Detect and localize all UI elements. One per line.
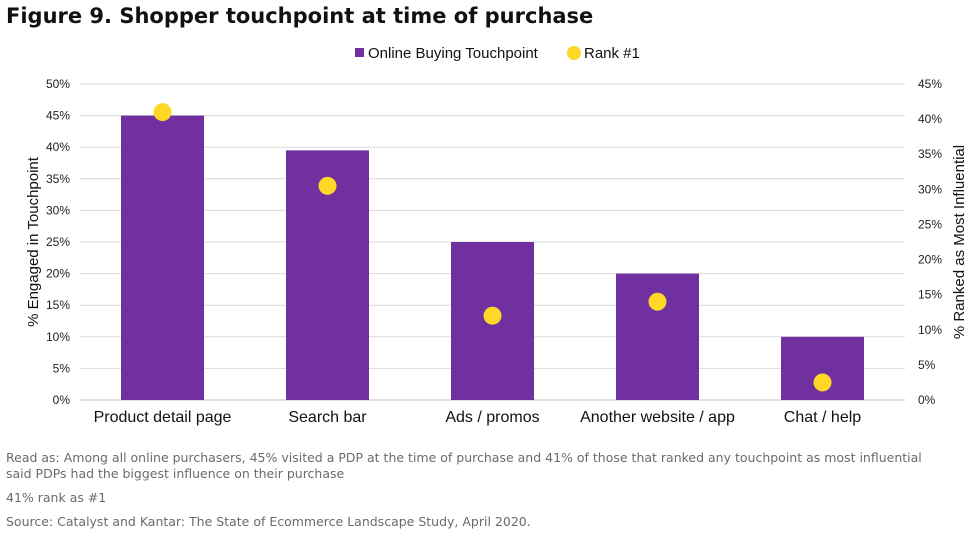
category-label: Search bar [288,409,367,426]
left-tick-label: 50% [46,77,70,91]
left-tick-label: 35% [46,172,70,186]
category-label: Chat / help [784,409,861,426]
right-tick-label: 40% [918,112,942,126]
right-tick-label: 25% [918,217,942,231]
rank-point [153,103,172,122]
source-note: Source: Catalyst and Kantar: The State o… [6,514,531,529]
left-axis-ticks: 0% 5% 10% 15% 20% 25% 30% 35% 40% 45% 50% [46,77,70,407]
category-labels: Product detail page Search bar Ads / promo… [94,409,862,426]
left-tick-label: 20% [46,267,70,281]
chart-notes: Read as: Among all online purchasers, 45… [6,450,946,538]
legend-label-rank: Rank #1 [584,45,640,62]
right-tick-label: 15% [918,288,942,302]
category-label: Ads / promos [445,409,539,426]
left-tick-label: 45% [46,109,70,123]
right-tick-label: 20% [918,253,942,267]
rank-point [483,306,502,325]
left-axis-title: % Engaged in Touchpoint [25,156,42,327]
right-axis-title: % Ranked as Most Influential [951,145,968,339]
rank-point [813,373,832,392]
rank-point [648,292,667,311]
left-tick-label: 15% [46,298,70,312]
right-tick-label: 45% [918,77,942,91]
bar [121,115,204,400]
category-label: Product detail page [94,409,232,426]
right-tick-label: 35% [918,147,942,161]
page-title: Figure 9. Shopper touchpoint at time of … [6,4,594,28]
right-axis-ticks: 0% 5% 10% 15% 20% 25% 30% 35% 40% 45% [918,77,942,407]
left-tick-label: 25% [46,235,70,249]
right-tick-label: 30% [918,182,942,196]
left-tick-label: 5% [53,361,71,375]
category-label: Another website / app [580,409,735,426]
left-tick-label: 40% [46,140,70,154]
read-as-note: Read as: Among all online purchasers, 45… [6,450,922,481]
left-tick-label: 10% [46,330,70,344]
legend-swatch-bars [355,48,364,57]
legend-swatch-rank [567,46,581,60]
left-tick-label: 0% [53,393,71,407]
left-tick-label: 30% [46,203,70,217]
right-tick-label: 0% [918,393,936,407]
rank-series [153,103,832,392]
rank-note: 41% rank as #1 [6,490,107,505]
right-tick-label: 5% [918,358,936,372]
bar-series [121,115,864,400]
right-tick-label: 10% [918,323,942,337]
rank-point [318,176,337,195]
bar-chart: 0% 5% 10% 15% 20% 25% 30% 35% 40% 45% 50% 0% 5% 10% 1… [25,45,968,426]
legend-label-bars: Online Buying Touchpoint [368,45,539,62]
legend: Online Buying Touchpoint Rank #1 [355,45,640,62]
bar [616,273,699,400]
